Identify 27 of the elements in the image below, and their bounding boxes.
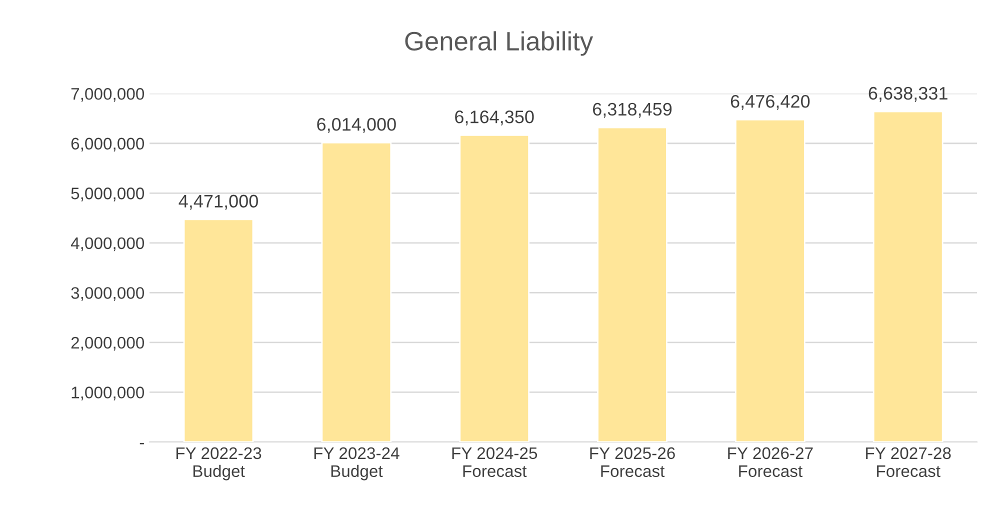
data-label: 6,014,000 <box>317 118 396 133</box>
y-tick-label: 4,000,000 <box>70 237 144 252</box>
x-tick-label: FY 2026-27 Forecast <box>728 447 813 478</box>
y-tick-label: 7,000,000 <box>71 88 144 102</box>
x-tick-label: FY 2027-28 Forecast <box>866 447 951 478</box>
bar <box>735 118 806 442</box>
bar <box>321 142 392 442</box>
y-tick-label: - <box>140 442 144 444</box>
x-tick-label: FY 2022-23 Budget <box>176 447 262 480</box>
y-tick-label: 1,000,000 <box>72 386 144 400</box>
y-tick-label: 2,000,000 <box>71 336 144 351</box>
x-tick-label: FY 2025-26 Forecast <box>590 447 675 478</box>
x-tick-label: FY 2023-24 Budget <box>314 447 400 480</box>
data-label: 6,164,350 <box>455 110 534 126</box>
bar <box>872 110 944 442</box>
x-tick-label: FY 2024-25 Forecast <box>452 447 538 478</box>
data-label: 4,471,000 <box>178 194 258 210</box>
bar <box>183 218 254 442</box>
chart-title: General Liability <box>405 31 594 56</box>
bar <box>597 126 668 442</box>
y-tick-label: 3,000,000 <box>71 287 144 301</box>
y-tick-label: 5,000,000 <box>71 188 144 202</box>
bar <box>459 134 530 442</box>
data-label: 6,476,420 <box>730 94 810 110</box>
data-label: 6,318,459 <box>593 102 672 118</box>
data-label: 6,638,331 <box>868 86 948 102</box>
y-tick-label: 6,000,000 <box>71 138 144 152</box>
